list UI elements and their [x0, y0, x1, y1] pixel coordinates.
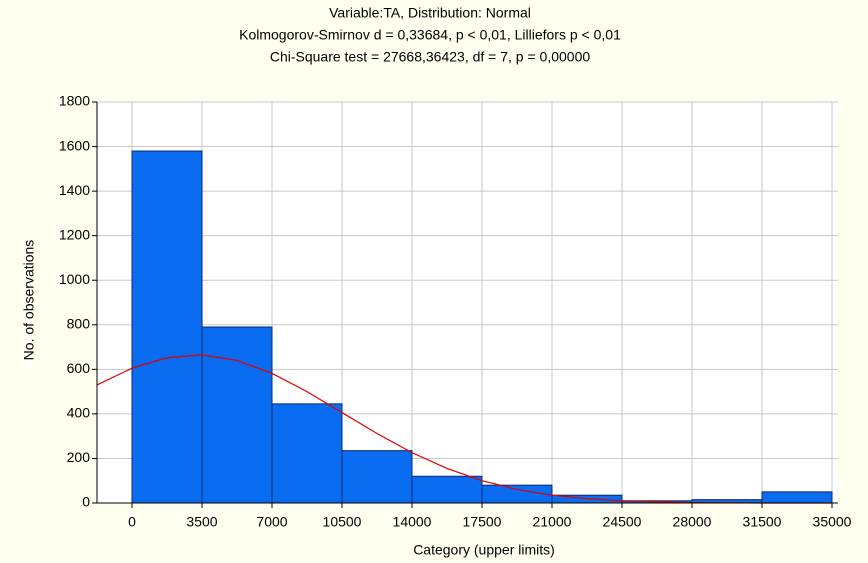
y-tick-label: 1200 — [59, 226, 90, 242]
x-tick-label: 14000 — [393, 514, 432, 530]
x-tick-label: 10500 — [323, 514, 362, 530]
y-tick-label: 200 — [67, 449, 91, 465]
bar — [201, 326, 273, 504]
y-tick-label: 400 — [67, 405, 91, 421]
bar — [411, 475, 483, 504]
bar — [131, 150, 203, 504]
x-tick-label: 35000 — [813, 514, 852, 530]
x-tick-label: 24500 — [603, 514, 642, 530]
x-tick-label: 17500 — [463, 514, 502, 530]
y-tick-label: 1400 — [59, 182, 90, 198]
y-tick-label: 1600 — [59, 137, 90, 153]
y-tick-label: 1000 — [59, 271, 90, 287]
y-tick-label: 1800 — [59, 93, 90, 109]
x-tick-label: 31500 — [743, 514, 782, 530]
x-tick-label: 3500 — [186, 514, 217, 530]
x-axis-label: Category (upper limits) — [413, 542, 555, 558]
x-tick-label: 28000 — [673, 514, 712, 530]
bar — [761, 491, 833, 504]
chart-subtitle: Chi-Square test = 27668,36423, df = 7, p… — [270, 49, 591, 65]
x-tick-label: 0 — [128, 514, 136, 530]
chart-title: Variable:TA, Distribution: Normal — [329, 5, 531, 21]
x-tick-label: 21000 — [533, 514, 572, 530]
bar — [341, 450, 413, 504]
y-tick-label: 600 — [67, 360, 91, 376]
bar — [481, 484, 553, 504]
bar — [271, 403, 343, 504]
y-axis-label: No. of observations — [21, 240, 37, 361]
x-tick-label: 7000 — [256, 514, 287, 530]
y-tick-label: 800 — [67, 315, 91, 331]
y-tick-label: 0 — [82, 494, 90, 510]
chart-subtitle: Kolmogorov-Smirnov d = 0,33684, p < 0,01… — [239, 27, 621, 43]
